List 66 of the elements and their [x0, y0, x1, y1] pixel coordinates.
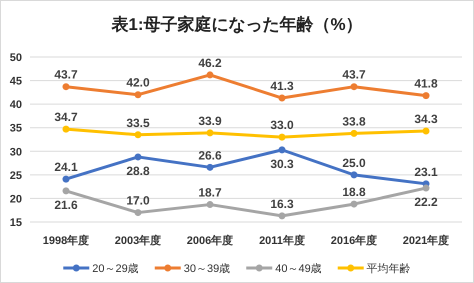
point — [134, 131, 142, 138]
data-label: 34.7 — [54, 110, 78, 124]
data-label: 43.7 — [342, 68, 366, 82]
point — [278, 94, 286, 102]
x-tick-label: 2021年度 — [402, 234, 450, 247]
data-label: 33.0 — [270, 118, 294, 132]
legend-label: 40～49歳 — [275, 262, 322, 275]
data-label: 26.6 — [198, 148, 222, 162]
point — [206, 129, 214, 136]
point — [134, 153, 142, 160]
point — [206, 201, 214, 208]
data-label: 33.5 — [126, 116, 150, 130]
data-label: 23.1 — [414, 164, 438, 179]
data-label: 18.8 — [342, 185, 366, 200]
y-tick-label: 25 — [10, 170, 22, 182]
point — [278, 134, 286, 141]
legend-label: 20～29歳 — [92, 262, 139, 275]
point — [422, 92, 430, 100]
data-label: 41.3 — [270, 79, 294, 94]
data-label: 18.7 — [198, 186, 222, 200]
point — [206, 164, 214, 171]
data-label: 30.3 — [270, 156, 294, 171]
data-label: 25.0 — [342, 156, 366, 170]
point — [350, 83, 358, 90]
y-tick-label: 15 — [10, 217, 22, 229]
y-tick-label: 35 — [10, 122, 22, 135]
y-tick-label: 40 — [10, 99, 22, 112]
x-tick-label: 2006年度 — [186, 234, 234, 247]
x-tick-label: 1998年度 — [42, 234, 90, 247]
y-tick-label: 20 — [10, 193, 22, 206]
point — [422, 184, 430, 192]
point — [62, 126, 70, 133]
x-tick-label: 2011年度 — [259, 234, 305, 247]
point — [278, 212, 286, 220]
y-tick-label: 30 — [10, 146, 22, 158]
x-tick-label: 2016年度 — [330, 234, 378, 247]
data-label: 17.0 — [126, 194, 150, 208]
data-label: 28.8 — [126, 164, 150, 178]
point — [134, 209, 142, 216]
point — [206, 71, 214, 78]
point — [62, 187, 70, 194]
chart-title: 表1:母子家庭になった年齢（%） — [110, 15, 363, 34]
point — [62, 176, 70, 183]
legend-label: 30～39歳 — [184, 262, 230, 275]
legend-label: 平均年齢 — [366, 263, 411, 275]
data-label: 33.9 — [198, 114, 222, 128]
point — [278, 146, 286, 154]
point — [350, 130, 358, 137]
data-label: 43.7 — [54, 68, 78, 82]
point — [350, 171, 358, 178]
data-label: 33.8 — [342, 114, 366, 128]
y-tick-label: 50 — [10, 52, 22, 64]
data-label: 24.1 — [54, 160, 78, 174]
data-label: 34.3 — [414, 112, 438, 126]
point — [62, 83, 70, 90]
point — [422, 128, 430, 135]
data-label: 46.2 — [198, 56, 222, 70]
data-label: 22.2 — [414, 195, 438, 210]
point — [134, 91, 142, 98]
y-tick-label: 45 — [10, 76, 22, 88]
x-tick-label: 2003年度 — [114, 234, 162, 247]
data-label: 42.0 — [126, 76, 150, 90]
data-label: 21.6 — [54, 198, 78, 212]
data-label: 41.8 — [414, 76, 438, 91]
point — [350, 200, 358, 208]
data-label: 16.3 — [270, 196, 294, 211]
